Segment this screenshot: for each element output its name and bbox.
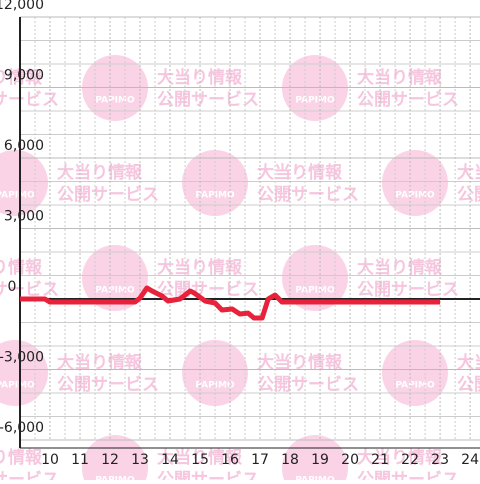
watermark-text: 公開サービス: [0, 280, 59, 300]
watermark-text: 公開サービス: [457, 375, 480, 395]
y-tick-label: 3,000: [4, 209, 44, 225]
watermark-text: 公開サービス: [357, 280, 459, 300]
watermark-text: 大当り情報: [0, 67, 43, 88]
x-tick-label: 11: [71, 452, 89, 468]
watermark-text: 公開サービス: [357, 470, 459, 480]
watermark-text: 大当り情報: [357, 447, 443, 468]
watermark-text: 公開サービス: [257, 375, 359, 395]
y-tick-label: -3,000: [0, 350, 44, 366]
watermark-logo-text: PAPIMO: [395, 381, 435, 391]
watermark-text: 公開サービス: [57, 375, 159, 395]
watermark-logo: [282, 435, 348, 484]
watermark-text: 大当り情報: [57, 162, 143, 183]
x-tick-label: 17: [251, 452, 269, 468]
plot: -6,000 -3,000 0 3,000 6,000 9,000 12,000 10 11 12…: [0, 0, 480, 468]
watermark-text: 大当り情報: [0, 447, 43, 468]
x-tick-label: 16: [221, 452, 239, 468]
x-tick-label: 13: [131, 452, 149, 468]
watermark-text: 大当り情報: [257, 162, 343, 183]
watermark-logo: [282, 245, 348, 311]
watermark-text: 公開サービス: [457, 185, 480, 205]
watermark-text: 公開サービス: [0, 90, 59, 110]
watermark-logo-text: PAPIMO: [195, 191, 235, 201]
watermark-logo-text: PAPIMO: [395, 191, 435, 201]
watermark-text: 大当り情報: [157, 257, 243, 278]
watermark-logo-text: PAPIMO: [95, 96, 135, 106]
watermark-logo: [82, 435, 148, 484]
watermark-text: 大当り情報: [357, 257, 443, 278]
watermark-text: 公開サービス: [157, 470, 259, 480]
watermark-text: 公開サービス: [157, 90, 259, 110]
x-tick-label: 12: [101, 452, 119, 468]
x-tick-label: 20: [341, 452, 359, 468]
x-tick-label: 14: [161, 452, 179, 468]
watermark-logo-text: PAPIMO: [95, 476, 135, 481]
watermark-text: 大当り情報: [357, 67, 443, 88]
series-line: [20, 285, 441, 321]
y-tick-label: 12,000: [0, 0, 44, 13]
watermark-text: 公開サービス: [0, 470, 59, 480]
watermark-logo-text: PAPIMO: [0, 381, 35, 391]
x-tick-label: 10: [41, 452, 59, 468]
watermark-text: 公開サービス: [157, 280, 259, 300]
x-tick-label: 18: [281, 452, 299, 468]
y-tick-label: 0: [8, 279, 17, 295]
y-tick-label: -6,000: [0, 420, 44, 436]
y-tick-label: 9,000: [4, 68, 44, 84]
watermark-logo-text: PAPIMO: [0, 191, 35, 201]
watermark-text: 公開サービス: [357, 90, 459, 110]
watermark-logo: [382, 340, 448, 406]
watermark-text: 大当り情報: [457, 162, 480, 183]
grid: [20, 16, 480, 441]
watermark-logo-text: PAPIMO: [295, 96, 335, 106]
y-tick-label: 6,000: [4, 138, 44, 154]
x-tick-label: 21: [371, 452, 389, 468]
watermark-text: 公開サービス: [57, 185, 159, 205]
watermark-text: 大当り情報: [157, 447, 243, 468]
x-tick-label: 19: [311, 452, 329, 468]
watermark-text: 大当り情報: [57, 352, 143, 373]
x-tick-label: 24: [461, 452, 479, 468]
watermark-text: 大当り情報: [0, 257, 43, 278]
watermark-logo: [0, 150, 48, 216]
watermark-text: 大当り情報: [257, 352, 343, 373]
watermark-logo-text: PAPIMO: [295, 476, 335, 481]
watermark-logo: [382, 150, 448, 216]
x-tick-label: 23: [431, 452, 449, 468]
watermark-logo-text: PAPIMO: [95, 286, 135, 296]
watermark-text: 公開サービス: [257, 185, 359, 205]
watermark-logo-text: PAPIMO: [295, 286, 335, 296]
x-tick-label: 22: [401, 452, 419, 468]
watermark-text: 大当り情報: [457, 352, 480, 373]
x-tick-label: 15: [191, 452, 209, 468]
watermark-logo: [0, 340, 48, 406]
watermark-logo: [82, 245, 148, 311]
watermarks: PAPIMO大当り情報公開サービスPAPIMO大当り情報公開サービスPAPIMO…: [0, 55, 480, 484]
